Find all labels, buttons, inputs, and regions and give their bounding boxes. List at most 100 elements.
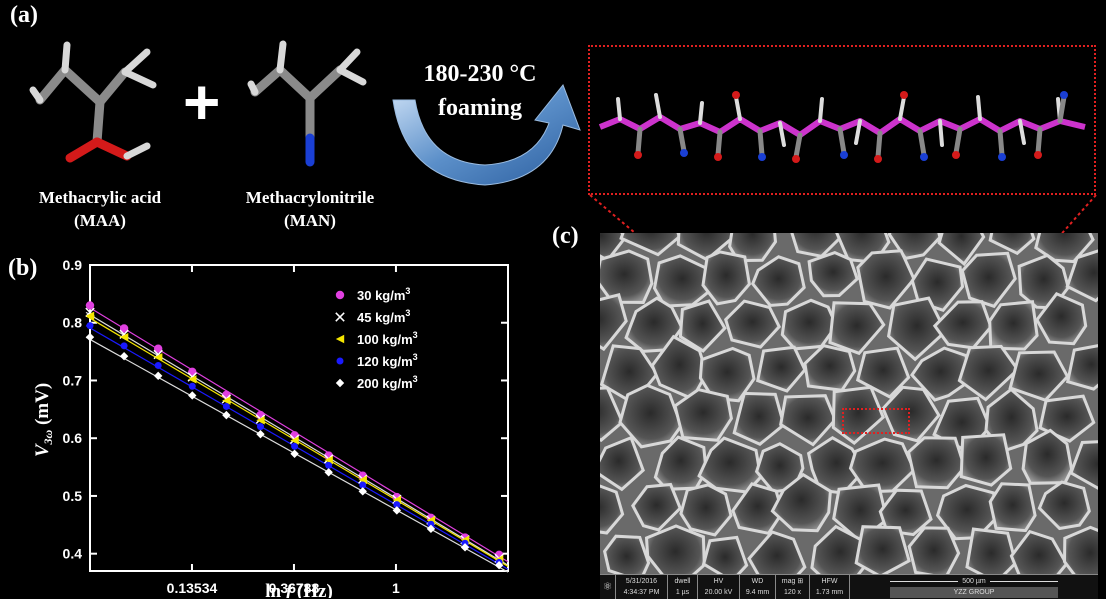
sem-dwell-label: dwell [674, 578, 691, 585]
data-point [325, 461, 333, 469]
foam-cell [937, 233, 986, 267]
foam-cell [988, 233, 1036, 256]
foam-cell [600, 484, 625, 535]
foam-cell [828, 301, 886, 356]
data-point [154, 361, 162, 369]
maa-name: Methacrylic acid [38, 188, 162, 207]
foam-cell [698, 346, 756, 403]
man-molecule-model [247, 40, 367, 167]
foam-cell [909, 346, 971, 402]
foam-cell [780, 298, 839, 351]
foam-cell [1035, 291, 1088, 346]
foam-cell [886, 296, 948, 362]
foam-cell [965, 527, 1018, 574]
sem-image [600, 233, 1098, 574]
foam-cell [697, 436, 763, 494]
process-temperature: 180-230 °C [423, 61, 537, 87]
foam-cell [960, 251, 1017, 309]
data-point [427, 520, 435, 528]
sem-info-bar: ⚛ 5/31/2016 4:34:37 PM dwell 1 µs HV 20.… [600, 574, 1098, 599]
foam-cell [728, 233, 778, 263]
foam-cell [750, 255, 806, 308]
foam-cell [1065, 344, 1098, 391]
foam-cell [678, 299, 727, 353]
sem-hv-value: 20.00 kV [704, 589, 733, 596]
man-abbr: (MAN) [284, 211, 336, 230]
foam-cell [732, 391, 786, 446]
foam-cell [1009, 529, 1069, 574]
foam-cell [600, 292, 628, 352]
foam-cell [731, 482, 785, 535]
data-point [119, 352, 129, 361]
legend-marker [335, 290, 345, 300]
foam-cell [602, 534, 651, 574]
foam-cell [701, 250, 751, 306]
legend-label: 120 kg/m3 [357, 352, 418, 369]
foam-cell [701, 535, 749, 574]
plus-sign: + [183, 66, 221, 138]
y-tick-label: 0.7 [63, 372, 83, 388]
sem-logo-icon: ⚛ [600, 575, 616, 599]
sem-dwell: dwell 1 µs [668, 575, 698, 599]
sem-wd-label: WD [751, 578, 764, 585]
data-point [291, 442, 299, 450]
foam-cell [679, 483, 733, 537]
data-point [119, 332, 129, 342]
data-point [119, 324, 129, 333]
sem-group-label: YZZ GROUP [890, 587, 1058, 598]
sem-hfw-value: 1.73 mm [815, 589, 844, 596]
legend-marker [336, 357, 344, 365]
sem-mag: mag ⊞ 120 x [776, 575, 810, 599]
man-name: Methacrylonitrile [245, 188, 375, 207]
x-tick-label: 0.13534 [167, 580, 218, 596]
foam-cell [631, 482, 682, 532]
sem-wd: WD 9.4 mm [740, 575, 776, 599]
sem-zoom-region [842, 408, 910, 434]
foam-cell [856, 249, 916, 310]
chart-v3w-vs-lnf: 0.4 0.5 0.6 0.7 0.8 0.9 0.13534 0.36788 1 30 kg… [32, 257, 509, 598]
foam-cell [831, 385, 885, 446]
foam-cell [747, 530, 807, 574]
maa-molecule-model [29, 41, 157, 163]
legend-marker [335, 334, 345, 344]
panel-label-a: (a) [10, 2, 38, 28]
data-point [85, 301, 95, 310]
data-point [86, 322, 94, 330]
data-point [392, 506, 402, 515]
foam-cell [600, 386, 625, 442]
foam-cell [600, 249, 654, 305]
data-point [153, 344, 163, 353]
panel-label-b: (b) [8, 255, 38, 281]
data-point [358, 475, 367, 484]
data-point [222, 402, 230, 410]
foam-cell [770, 472, 832, 533]
sem-datetime: 5/31/2016 4:34:37 PM [616, 575, 668, 599]
polymer-chain-model [598, 91, 1086, 163]
foam-cell [988, 482, 1037, 533]
y-tick-label: 0.6 [63, 430, 83, 446]
foam-cell [1037, 480, 1091, 531]
legend-label: 30 kg/m3 [357, 286, 410, 303]
sem-mag-value: 120 x [783, 589, 802, 596]
data-point [188, 375, 197, 384]
data-point [85, 311, 95, 321]
foam-cell [1038, 394, 1096, 443]
legend-marker [335, 312, 345, 322]
foam-cell [906, 436, 967, 490]
foam-cell [807, 250, 859, 298]
data-point [188, 382, 196, 390]
foam-cell [1062, 525, 1098, 574]
foam-cell [619, 233, 682, 257]
foam-cell [957, 344, 1020, 402]
y-tick-label: 0.8 [63, 315, 83, 331]
foam-cell [907, 526, 961, 574]
foam-cell [988, 300, 1039, 351]
sem-wd-value: 9.4 mm [745, 589, 770, 596]
maa-abbr: (MAA) [74, 211, 126, 230]
foam-cell [618, 383, 683, 449]
foam-cell [1034, 233, 1095, 264]
sem-hfw: HFW 1.73 mm [810, 575, 850, 599]
sem-scale-label: 500 µm [958, 578, 990, 585]
foam-cell [644, 524, 706, 574]
legend-marker [335, 378, 345, 388]
